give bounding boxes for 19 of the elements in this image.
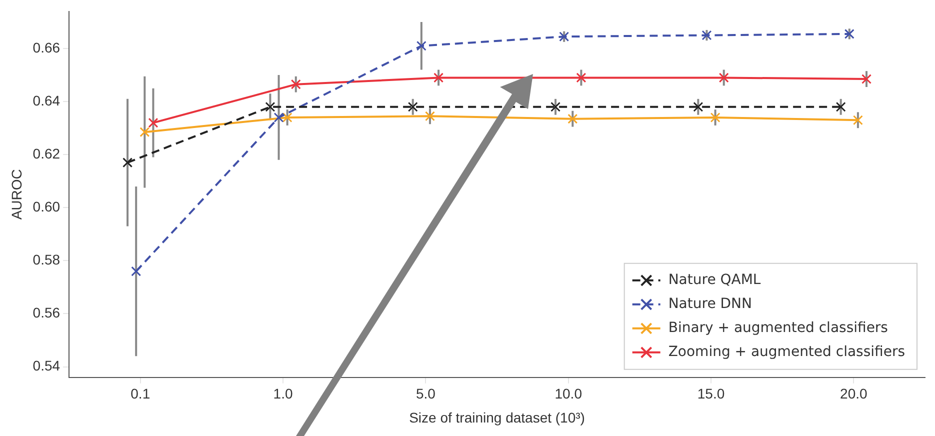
x-tick-label: 15.0 xyxy=(697,386,725,402)
legend-label: Zooming + augmented classifiers xyxy=(668,344,906,360)
x-tick-label: 10.0 xyxy=(554,386,582,402)
x-tick-label: 1.0 xyxy=(273,386,293,402)
y-axis-title: AUROC xyxy=(8,169,24,220)
y-tick-label: 0.60 xyxy=(32,198,60,215)
y-tick-label: 0.66 xyxy=(32,39,60,56)
y-tick-label: 0.64 xyxy=(32,92,60,108)
x-tick-label: 5.0 xyxy=(416,386,436,402)
x-tick-label: 0.1 xyxy=(130,386,150,402)
legend-label: Nature QAML xyxy=(668,272,761,288)
y-tick-label: 0.62 xyxy=(32,145,60,162)
y-tick-label: 0.54 xyxy=(32,358,60,374)
x-tick-label: 20.0 xyxy=(840,386,868,402)
x-axis-title: Size of training dataset (10³) xyxy=(409,409,585,426)
y-tick-label: 0.58 xyxy=(32,252,60,268)
legend-label: Binary + augmented classifiers xyxy=(668,320,888,336)
y-tick-label: 0.56 xyxy=(32,304,60,321)
legend-label: Nature DNN xyxy=(668,296,752,312)
